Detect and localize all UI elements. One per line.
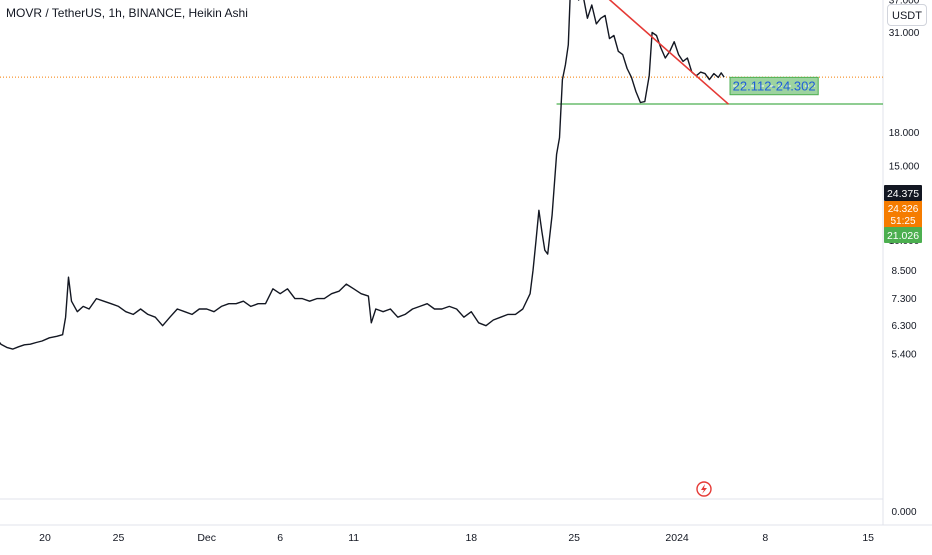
buy-zone-rectangle[interactable] xyxy=(729,76,819,96)
price-tick-label: 31.000 xyxy=(889,28,920,39)
price-series-line xyxy=(0,0,725,350)
price-tick-label: 6.300 xyxy=(891,321,916,332)
countdown-badge: 51:25 xyxy=(890,216,915,227)
time-tick-label: 15 xyxy=(862,532,874,544)
price-tick-label: 7.300 xyxy=(891,294,916,305)
time-tick-label: 11 xyxy=(348,532,359,544)
lightning-icon[interactable] xyxy=(696,481,712,497)
time-tick-label: Dec xyxy=(197,532,216,544)
support-price-badge-bg xyxy=(884,227,922,243)
time-tick-label: 2024 xyxy=(665,532,689,544)
buy-zone-label: 22.112-24.302 xyxy=(733,79,816,94)
high-price-badge-bg xyxy=(884,185,922,201)
chart-title: MOVR / TetherUS, 1h, BINANCE, Heikin Ash… xyxy=(6,6,248,20)
price-tick-label: 15.000 xyxy=(889,162,920,173)
price-tick-label: 37.000 xyxy=(889,0,920,6)
price-tick-label: 5.400 xyxy=(891,350,916,361)
time-tick-label: 8 xyxy=(762,532,768,544)
time-tick-label: 25 xyxy=(113,532,125,544)
high-price-badge: 24.375 xyxy=(887,188,919,200)
time-tick-label: 6 xyxy=(277,532,283,544)
pane-value-label: 0.000 xyxy=(891,507,916,518)
price-tick-label: 8.500 xyxy=(891,266,916,277)
last-price-badge-bg xyxy=(884,201,922,228)
time-tick-label: 25 xyxy=(568,532,580,544)
time-tick-label: 20 xyxy=(39,532,51,544)
last-price-badge: 24.326 xyxy=(888,204,919,215)
currency-unit-button[interactable]: USDT xyxy=(887,4,927,26)
support-price-badge: 21.026 xyxy=(887,230,919,242)
resistance-trendline[interactable] xyxy=(571,0,730,105)
price-tick-label: 18.000 xyxy=(889,128,920,139)
time-tick-label: 18 xyxy=(465,532,477,544)
